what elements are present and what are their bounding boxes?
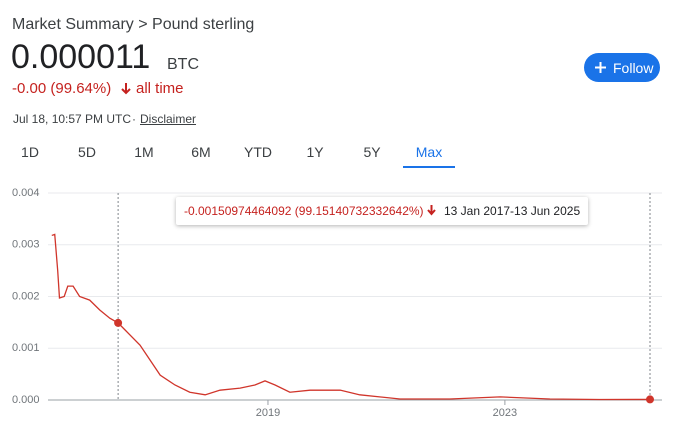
highlight-point	[646, 395, 654, 404]
highlight-point	[114, 318, 123, 327]
disclaimer-link[interactable]: Disclaimer	[140, 112, 197, 126]
x-tick-label: 2023	[493, 407, 517, 419]
range-tab[interactable]: 1Y	[306, 144, 324, 160]
range-tab[interactable]: Max	[415, 144, 443, 160]
range-tab[interactable]: YTD	[244, 144, 272, 160]
tab-underline	[403, 166, 455, 168]
breadcrumb: Market Summary > Pound sterling	[12, 16, 255, 33]
range-tab[interactable]: 5D	[78, 144, 96, 160]
y-tick-label: 0.002	[12, 290, 40, 302]
timestamp: Jul 18, 10:57 PM UTC	[13, 112, 132, 126]
range-tabs: 1D 5D 1M 6M YTD 1Y 5Y Max	[0, 144, 680, 170]
price: 0.000011	[11, 38, 151, 76]
price-line	[51, 233, 651, 401]
range-tab[interactable]: 5Y	[363, 144, 381, 160]
period: all time	[136, 80, 184, 97]
tooltip-range: 13 Jan 2017-13 Jun 2025	[444, 204, 581, 218]
range-tab[interactable]: 6M	[191, 144, 211, 160]
follow-button[interactable]: Follow	[584, 53, 660, 82]
range-tab[interactable]: 1M	[134, 144, 154, 160]
y-tick-label: 0.000	[12, 394, 40, 406]
change: -0.00 (99.64%)	[12, 80, 112, 97]
separator: ·	[132, 112, 136, 126]
y-tick-label: 0.001	[12, 342, 40, 354]
plus-icon	[595, 62, 606, 73]
tooltip-change: -0.00150974464092 (99.15140732332642%)	[184, 204, 424, 218]
y-tick-label: 0.003	[12, 239, 40, 251]
follow-label: Follow	[613, 60, 654, 76]
tooltip: -0.00150974464092 (99.15140732332642%) 1…	[176, 197, 588, 225]
down-arrow	[121, 83, 131, 95]
unit: BTC	[167, 56, 199, 73]
chart: 0.000 0.001 0.002 0.003 0.004 2019 2023	[12, 187, 662, 419]
x-tick-label: 2019	[256, 407, 280, 419]
tooltip-arrow	[427, 205, 436, 216]
range-tab[interactable]: 1D	[21, 144, 39, 160]
y-tick-label: 0.004	[12, 187, 40, 199]
